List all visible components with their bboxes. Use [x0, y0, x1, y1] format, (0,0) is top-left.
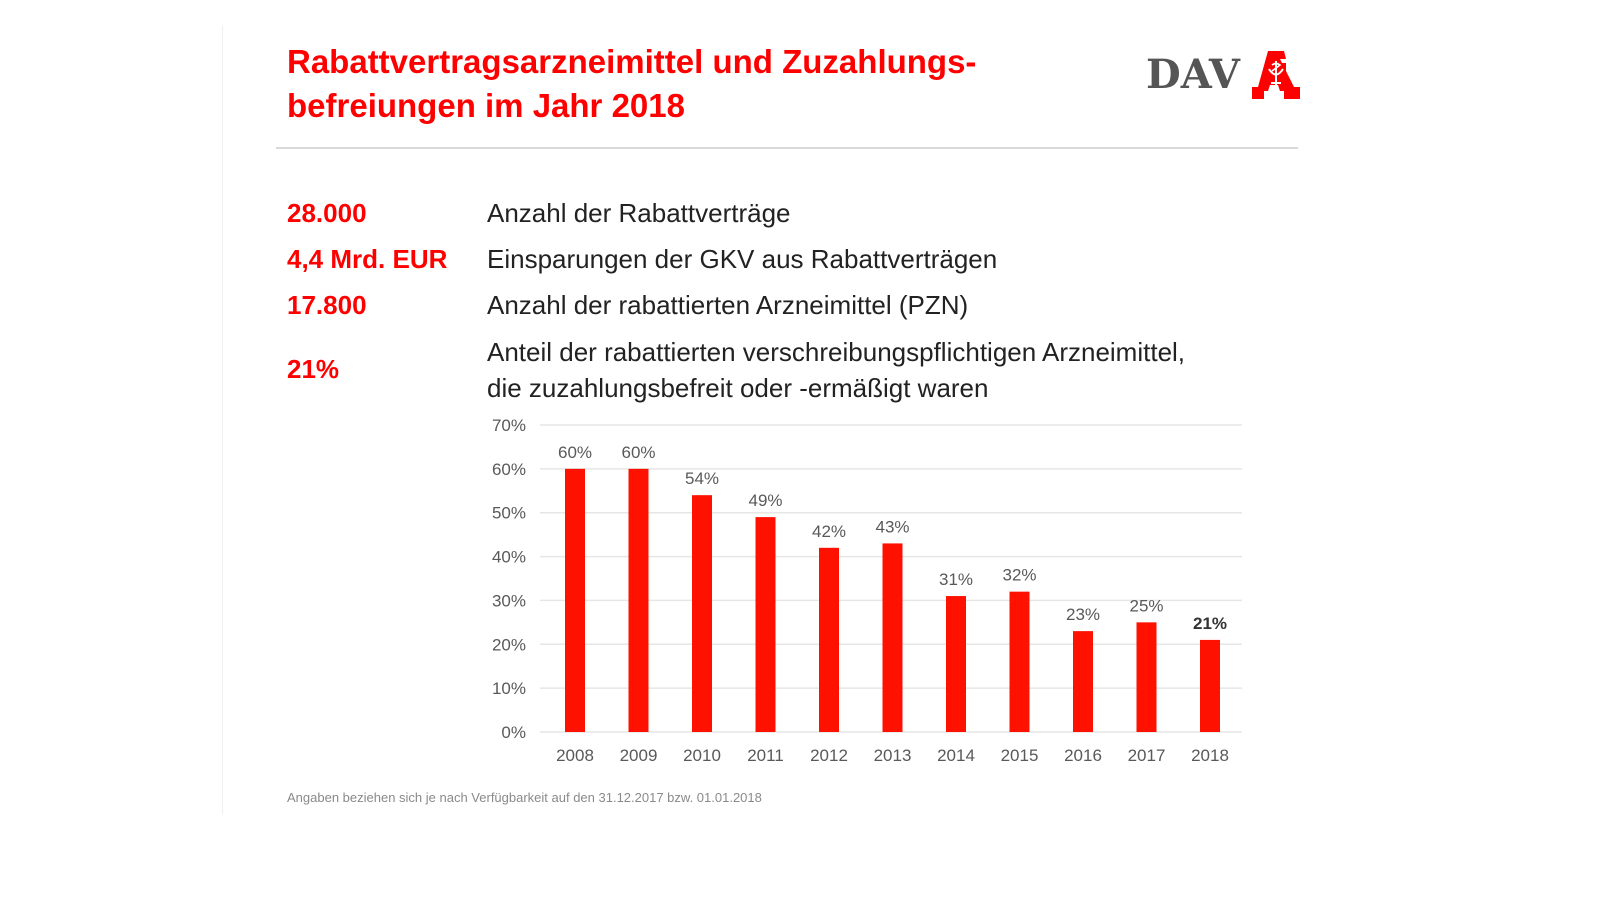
logo-text: DAV	[1146, 51, 1240, 98]
bar-2008	[565, 468, 585, 732]
data-label: 25%	[1129, 596, 1163, 615]
kpi-value: 4,4 Mrd. EUR	[287, 244, 448, 274]
bar-2018	[1200, 639, 1220, 732]
slide-edge-line	[222, 25, 223, 815]
x-tick-label: 2011	[747, 746, 784, 765]
y-tick-label: 30%	[492, 591, 526, 610]
bar-2012	[819, 547, 839, 732]
x-tick-label: 2012	[810, 746, 848, 765]
data-label: 60%	[558, 443, 592, 462]
y-tick-label: 10%	[492, 679, 526, 698]
x-tick-label: 2008	[556, 746, 594, 765]
data-label: 54%	[685, 469, 719, 488]
y-tick-label: 20%	[492, 635, 526, 654]
page-title: Rabattvertragsarzneimittel und Zuzahlung…	[287, 40, 1107, 128]
data-label: 21%	[1193, 614, 1227, 633]
kpi-value: 21%	[287, 354, 340, 384]
x-tick-label: 2013	[874, 746, 912, 765]
kpi-description: Anzahl der Rabattverträge	[487, 198, 791, 228]
y-tick-label: 40%	[492, 548, 526, 567]
x-tick-label: 2015	[1001, 746, 1039, 765]
y-tick-label: 70%	[492, 416, 526, 435]
kpi-row-contracts: 28.000 Anzahl der Rabattverträge	[287, 196, 1287, 230]
kpi-description-line-1: Anteil der rabattierten verschreibungspf…	[487, 337, 1186, 367]
kpi-value: 28.000	[287, 198, 367, 228]
y-tick-label: 0%	[501, 723, 526, 742]
x-tick-label: 2010	[683, 746, 721, 765]
footnote: Angaben beziehen sich je nach Verfügbark…	[287, 790, 762, 805]
bar-2013	[882, 543, 903, 732]
apotheke-a-icon	[1251, 51, 1300, 99]
title-line-1: Rabattvertragsarzneimittel und Zuzahlung…	[287, 43, 977, 80]
x-tick-label: 2009	[620, 746, 658, 765]
data-label: 31%	[939, 570, 973, 589]
bar-2009	[628, 468, 649, 732]
x-tick-label: 2016	[1064, 746, 1102, 765]
y-tick-label: 50%	[492, 504, 526, 523]
bar-2015	[1009, 591, 1030, 732]
bar-2011	[755, 517, 776, 732]
data-label: 60%	[621, 443, 655, 462]
header-divider	[276, 147, 1298, 149]
data-label: 23%	[1066, 605, 1100, 624]
bar-2010	[692, 495, 712, 732]
kpi-row-savings: 4,4 Mrd. EUR Einsparungen der GKV aus Ra…	[287, 242, 1287, 276]
x-tick-label: 2014	[937, 746, 975, 765]
kpi-description: Anzahl der rabattierten Arzneimittel (PZ…	[487, 290, 969, 320]
title-line-2: befreiungen im Jahr 2018	[287, 87, 685, 124]
x-tick-label: 2018	[1191, 746, 1229, 765]
kpi-row-pzn: 17.800 Anzahl der rabattierten Arzneimit…	[287, 288, 1287, 322]
y-tick-label: 60%	[492, 460, 526, 479]
kpi-description-line-2: die zuzahlungsbefreit oder -ermäßigt war…	[487, 373, 989, 403]
kpi-row-share: 21% Anteil der rabattierten verschreibun…	[287, 334, 1287, 410]
bar-2017	[1136, 622, 1157, 732]
kpi-description: Einsparungen der GKV aus Rabattverträgen	[487, 244, 998, 274]
data-label: 42%	[812, 522, 846, 541]
kpi-value: 17.800	[287, 290, 367, 320]
bar-2016	[1073, 631, 1093, 732]
data-label: 43%	[875, 517, 909, 536]
data-label: 32%	[1002, 566, 1036, 585]
bar-2014	[946, 596, 966, 732]
data-label: 49%	[748, 491, 782, 510]
x-tick-label: 2017	[1128, 746, 1166, 765]
dav-logo: DAV	[1146, 50, 1302, 100]
